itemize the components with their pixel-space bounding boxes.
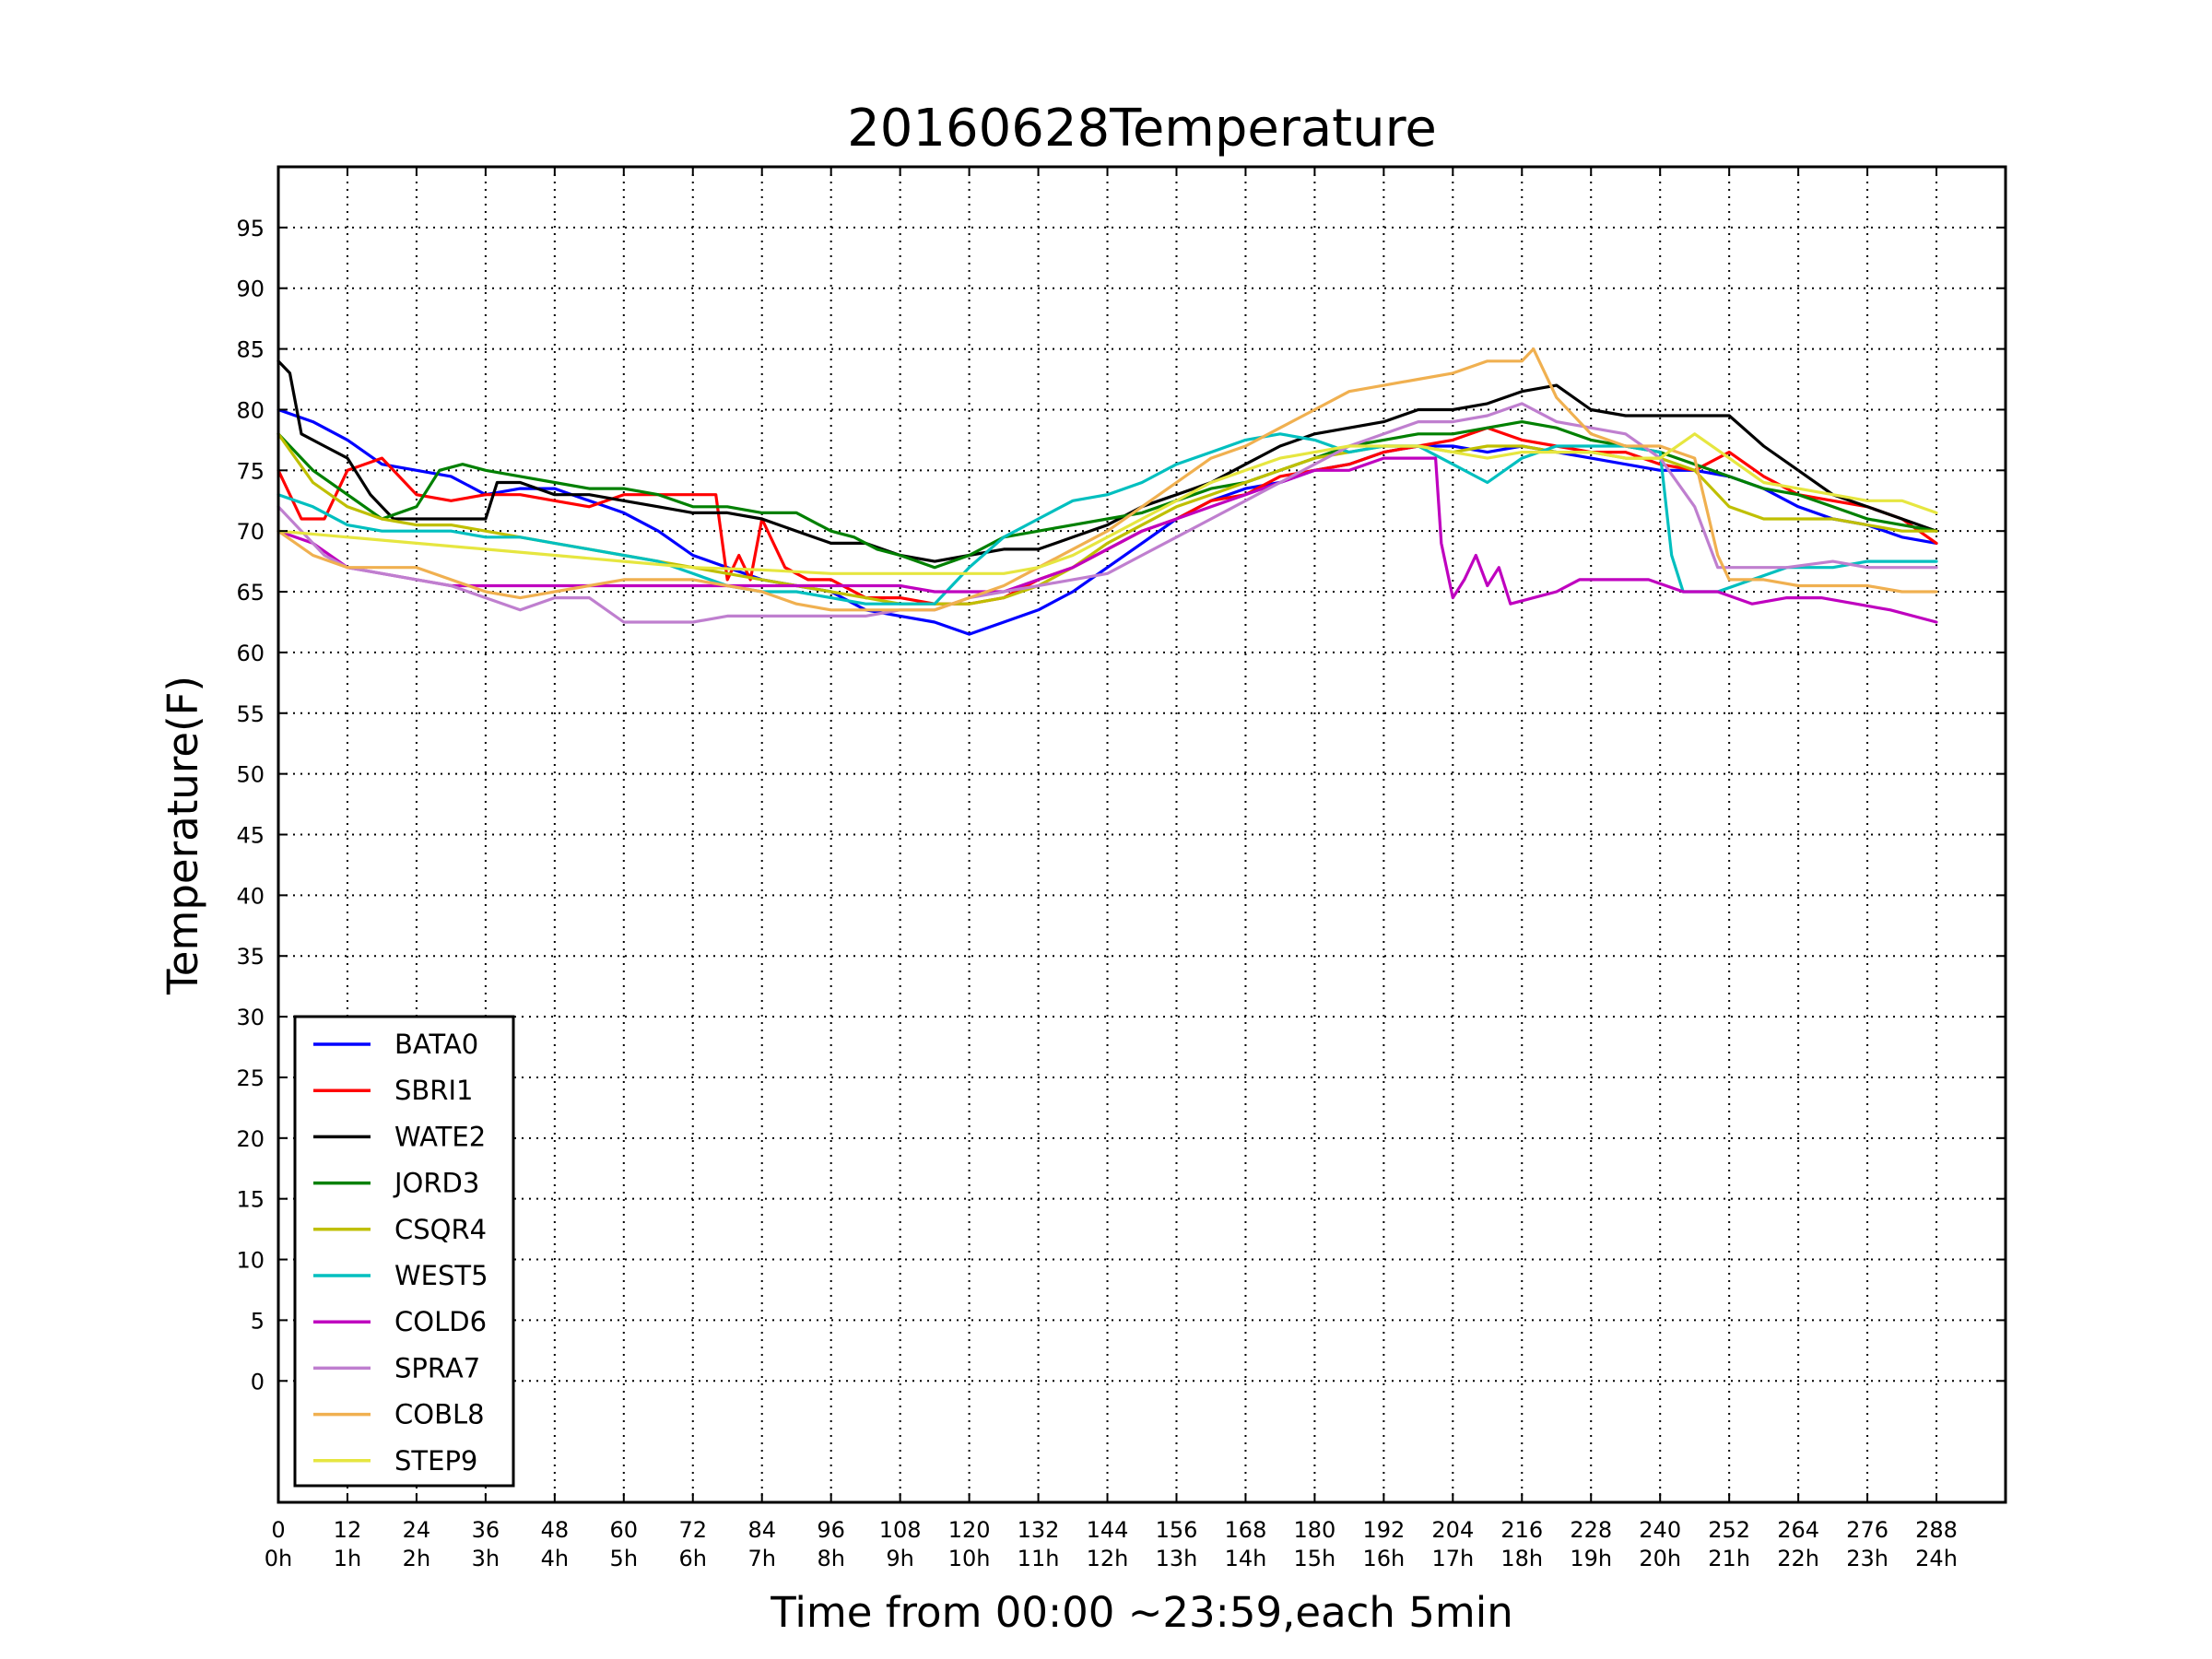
x-tick-label: 84 — [747, 1517, 776, 1543]
x-tick-label: 168 — [1225, 1517, 1267, 1543]
x-tick-label-hour: 8h — [817, 1546, 844, 1571]
x-tick-label-hour: 18h — [1500, 1546, 1543, 1571]
x-tick-label: 60 — [610, 1517, 639, 1543]
y-tick-label: 45 — [236, 823, 265, 849]
x-tick-label: 252 — [1708, 1517, 1750, 1543]
legend-label-cold6: COLD6 — [394, 1306, 487, 1337]
x-tick-label: 192 — [1362, 1517, 1405, 1543]
legend-label-bata0: BATA0 — [394, 1029, 478, 1060]
legend-label-cobl8: COBL8 — [394, 1399, 485, 1430]
x-axis-title: Time from 00:00 ~23:59,each 5min — [770, 1588, 1512, 1637]
plot-area-frame — [276, 165, 2007, 1504]
x-tick-label-hour: 24h — [1915, 1546, 1958, 1571]
series-line-wate2 — [276, 359, 1938, 563]
chart-title: 20160628Temperature — [847, 99, 1437, 159]
x-tick-label: 228 — [1570, 1517, 1612, 1543]
y-tick-label: 40 — [236, 883, 265, 909]
x-tick-label: 120 — [948, 1517, 991, 1543]
x-tick-label: 216 — [1500, 1517, 1543, 1543]
x-tick-label-hour: 13h — [1156, 1546, 1198, 1571]
y-tick-label: 25 — [236, 1065, 265, 1091]
x-tick-label: 156 — [1156, 1517, 1198, 1543]
legend: BATA0 SBRI1 WATE2 JORD3 CSQR4 WEST5 COLD6 SPRA7… — [293, 1015, 515, 1488]
x-tick-label: 264 — [1777, 1517, 1819, 1543]
x-tick-label-hour: 7h — [747, 1546, 775, 1571]
y-tick-label: 50 — [236, 762, 265, 788]
x-tick-label-hour: 17h — [1431, 1546, 1474, 1571]
x-tick-label: 96 — [817, 1517, 845, 1543]
x-tick-label-hour: 5h — [610, 1546, 638, 1571]
x-tick-label-hour: 12h — [1087, 1546, 1129, 1571]
x-tick-label-hour: 21h — [1708, 1546, 1750, 1571]
tick-labels: 0 0h 12 1h 24 2h 36 3h 48 4h 60 5h 72 6h 84 7h 96 8h 108 9h… — [236, 216, 1957, 1571]
y-axis-title: Temperature(F) — [159, 676, 207, 995]
y-tick-label: 35 — [236, 944, 265, 970]
x-tick-label: 12 — [334, 1517, 362, 1543]
y-tick-label: 5 — [251, 1308, 265, 1334]
series-line-cobl8 — [276, 347, 1938, 612]
x-tick-label-hour: 4h — [541, 1546, 569, 1571]
x-tick-label: 48 — [541, 1517, 570, 1543]
y-tick-label: 85 — [236, 337, 265, 363]
x-tick-label-hour: 3h — [472, 1546, 500, 1571]
x-tick-label-hour: 20h — [1639, 1546, 1681, 1571]
y-tick-label: 10 — [236, 1248, 265, 1274]
x-tick-label-hour: 16h — [1362, 1546, 1405, 1571]
x-tick-label-hour: 19h — [1570, 1546, 1612, 1571]
y-tick-label: 0 — [251, 1369, 265, 1394]
y-tick-label: 90 — [236, 276, 265, 302]
series-line-bata0 — [276, 407, 1938, 636]
y-tick-label: 70 — [236, 519, 265, 545]
x-tick-label: 204 — [1431, 1517, 1474, 1543]
x-tick-label-hour: 14h — [1225, 1546, 1267, 1571]
y-tick-label: 75 — [236, 458, 265, 484]
x-tick-label: 36 — [472, 1517, 500, 1543]
series-lines — [276, 347, 1938, 636]
x-tick-label: 0 — [271, 1517, 285, 1543]
x-tick-label: 108 — [879, 1517, 922, 1543]
x-tick-label: 24 — [403, 1517, 431, 1543]
x-tick-label-hour: 6h — [679, 1546, 707, 1571]
x-tick-label: 144 — [1087, 1517, 1129, 1543]
x-tick-label-hour: 15h — [1294, 1546, 1336, 1571]
series-line-west5 — [276, 432, 1938, 606]
grid — [277, 167, 2006, 1502]
x-tick-label: 72 — [678, 1517, 707, 1543]
x-tick-label-hour: 23h — [1846, 1546, 1888, 1571]
y-tick-label: 65 — [236, 580, 265, 606]
y-tick-label: 80 — [236, 397, 265, 423]
legend-label-step9: STEP9 — [394, 1445, 477, 1477]
axis-ticks — [277, 167, 2006, 1502]
series-line-spra7 — [276, 402, 1938, 624]
x-tick-label: 276 — [1846, 1517, 1888, 1543]
x-tick-label-hour: 22h — [1777, 1546, 1819, 1571]
y-tick-label: 15 — [236, 1187, 265, 1213]
x-tick-label: 288 — [1915, 1517, 1958, 1543]
y-tick-label: 30 — [236, 1005, 265, 1030]
y-tick-label: 20 — [236, 1126, 265, 1152]
x-tick-label: 132 — [1018, 1517, 1060, 1543]
legend-box — [293, 1015, 515, 1488]
x-tick-label-hour: 0h — [265, 1546, 292, 1571]
y-tick-label: 55 — [236, 701, 265, 727]
x-tick-label-hour: 9h — [886, 1546, 913, 1571]
legend-label-csqr4: CSQR4 — [394, 1214, 487, 1245]
series-line-step9 — [276, 432, 1938, 575]
x-tick-label-hour: 2h — [403, 1546, 430, 1571]
legend-label-spra7: SPRA7 — [394, 1352, 480, 1383]
x-tick-label-hour: 11h — [1018, 1546, 1060, 1571]
legend-label-jord3: JORD3 — [393, 1168, 479, 1199]
y-tick-label: 95 — [236, 216, 265, 241]
x-tick-label-hour: 10h — [948, 1546, 991, 1571]
x-tick-label: 180 — [1293, 1517, 1335, 1543]
legend-label-sbri1: SBRI1 — [394, 1075, 473, 1106]
x-tick-label: 240 — [1639, 1517, 1681, 1543]
y-tick-label: 60 — [236, 641, 265, 666]
legend-label-wate2: WATE2 — [394, 1121, 486, 1152]
x-tick-label-hour: 1h — [334, 1546, 361, 1571]
legend-label-west5: WEST5 — [394, 1260, 488, 1291]
